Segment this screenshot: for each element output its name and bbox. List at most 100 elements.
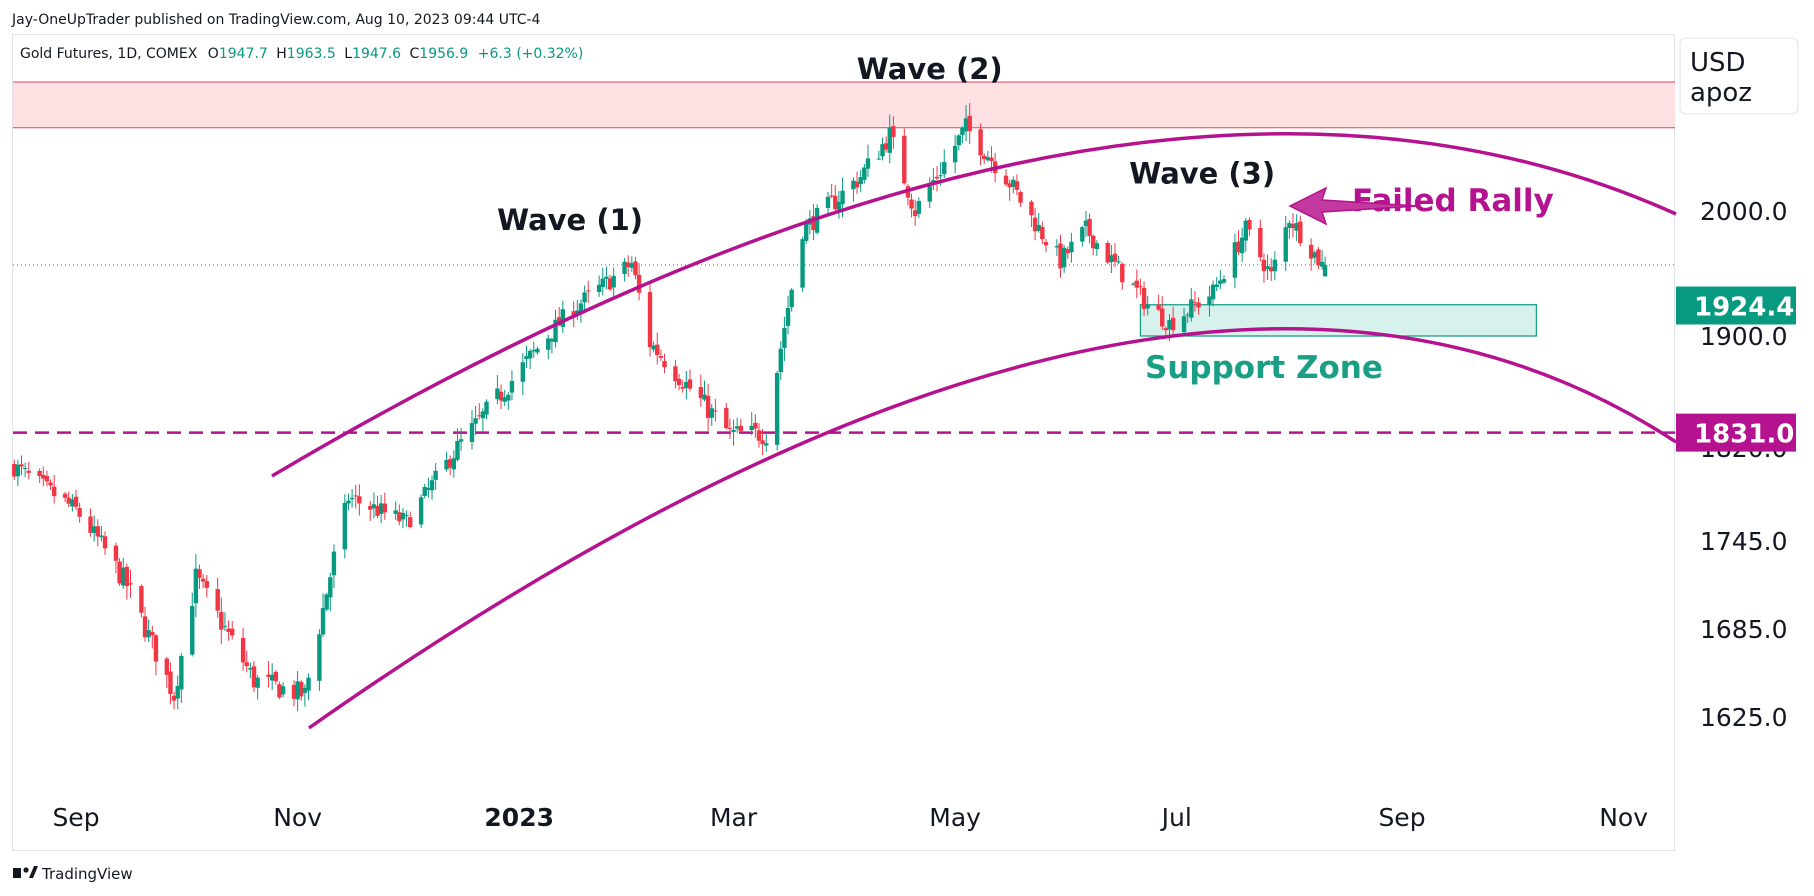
candle xyxy=(531,341,536,358)
candle-body xyxy=(942,161,947,175)
time-tick-label: Sep xyxy=(52,803,99,832)
candle-body xyxy=(1290,223,1296,229)
candle xyxy=(673,359,678,389)
candle xyxy=(611,267,616,299)
candle xyxy=(306,673,311,700)
footer-brand[interactable]: TradingView xyxy=(41,865,133,883)
candle-body xyxy=(1091,235,1096,249)
candle xyxy=(1214,276,1219,292)
candle xyxy=(952,135,958,174)
dashed-level-price-text: 1831.0 xyxy=(1694,420,1794,450)
candle xyxy=(1192,290,1198,312)
candle xyxy=(219,597,224,645)
candle-body xyxy=(902,135,907,184)
candle-body xyxy=(324,594,329,610)
tradingview-logo-icon[interactable] xyxy=(13,866,38,878)
candle xyxy=(1218,269,1223,290)
time-axis[interactable]: Sep Nov 2023 Mar May Jul Sep Nov xyxy=(52,803,1648,832)
candle-body xyxy=(749,425,754,431)
candle xyxy=(749,412,754,436)
time-tick-label: 2023 xyxy=(484,803,554,832)
candle-body xyxy=(509,380,515,393)
candle xyxy=(193,554,199,618)
candle xyxy=(248,662,253,679)
candle xyxy=(15,459,21,486)
candle xyxy=(876,150,882,161)
candle-body xyxy=(753,422,758,429)
candle xyxy=(655,332,660,365)
candle xyxy=(1058,234,1063,278)
candle-body xyxy=(989,157,994,161)
candle xyxy=(168,662,173,705)
failed-rally-label: Failed Rally xyxy=(1352,183,1554,219)
candle xyxy=(121,557,126,589)
candle xyxy=(495,374,500,404)
candle xyxy=(1185,312,1190,323)
candle xyxy=(1061,244,1067,273)
candle-body xyxy=(887,127,892,153)
candle xyxy=(1018,190,1023,207)
candle-body xyxy=(375,505,380,516)
candle xyxy=(375,495,380,519)
candle xyxy=(851,177,856,202)
candle-body xyxy=(687,379,693,389)
candle xyxy=(1258,219,1263,262)
candle xyxy=(273,669,279,685)
price-tick-label: 1685.0 xyxy=(1700,615,1787,644)
candle-body xyxy=(1261,259,1267,272)
candle xyxy=(102,531,108,556)
candle xyxy=(734,417,740,433)
candle xyxy=(117,557,122,586)
candle-body xyxy=(527,350,533,359)
candle xyxy=(705,383,711,431)
candle-body xyxy=(1116,261,1121,263)
candle xyxy=(902,128,907,185)
candle xyxy=(73,489,79,510)
candle xyxy=(302,684,308,707)
candle-body xyxy=(520,362,526,382)
candle-body xyxy=(880,144,885,157)
candle-body xyxy=(636,274,642,293)
candle xyxy=(960,126,965,144)
candle xyxy=(1036,213,1041,233)
candle xyxy=(764,434,769,452)
candle-body xyxy=(912,210,918,217)
candle-body xyxy=(1312,252,1318,258)
candle-body xyxy=(433,470,438,480)
candle-body xyxy=(684,381,689,389)
candle-body xyxy=(1065,249,1070,254)
candle xyxy=(1207,286,1212,317)
candle-body xyxy=(1319,261,1325,267)
candle xyxy=(426,477,431,498)
time-tick-label: May xyxy=(929,803,981,832)
candle xyxy=(916,197,922,219)
candle xyxy=(328,572,333,612)
candle-body xyxy=(378,503,384,514)
candle xyxy=(52,475,57,504)
candle-body xyxy=(1316,249,1321,266)
candle-body xyxy=(1308,244,1314,259)
candle-body xyxy=(1185,314,1190,316)
candle-body xyxy=(477,415,482,417)
candle-body xyxy=(854,181,860,188)
candle-body xyxy=(756,430,762,441)
candle-body xyxy=(1054,246,1060,248)
candle-body xyxy=(596,284,602,292)
price-tick-label: 1745.0 xyxy=(1700,527,1787,556)
currency-selector[interactable] xyxy=(1679,37,1799,115)
candle-body xyxy=(52,486,57,497)
candle xyxy=(12,459,17,481)
candle xyxy=(1312,250,1318,264)
wave-2-label: Wave (2) xyxy=(857,52,1003,86)
candle-body xyxy=(1109,255,1114,263)
candle xyxy=(451,450,457,478)
candle-body xyxy=(251,666,257,688)
candle-body xyxy=(299,681,304,697)
candle xyxy=(197,564,202,589)
candle xyxy=(647,284,653,357)
candle xyxy=(1294,214,1299,242)
open-label: O xyxy=(208,46,219,62)
candle xyxy=(789,287,794,312)
